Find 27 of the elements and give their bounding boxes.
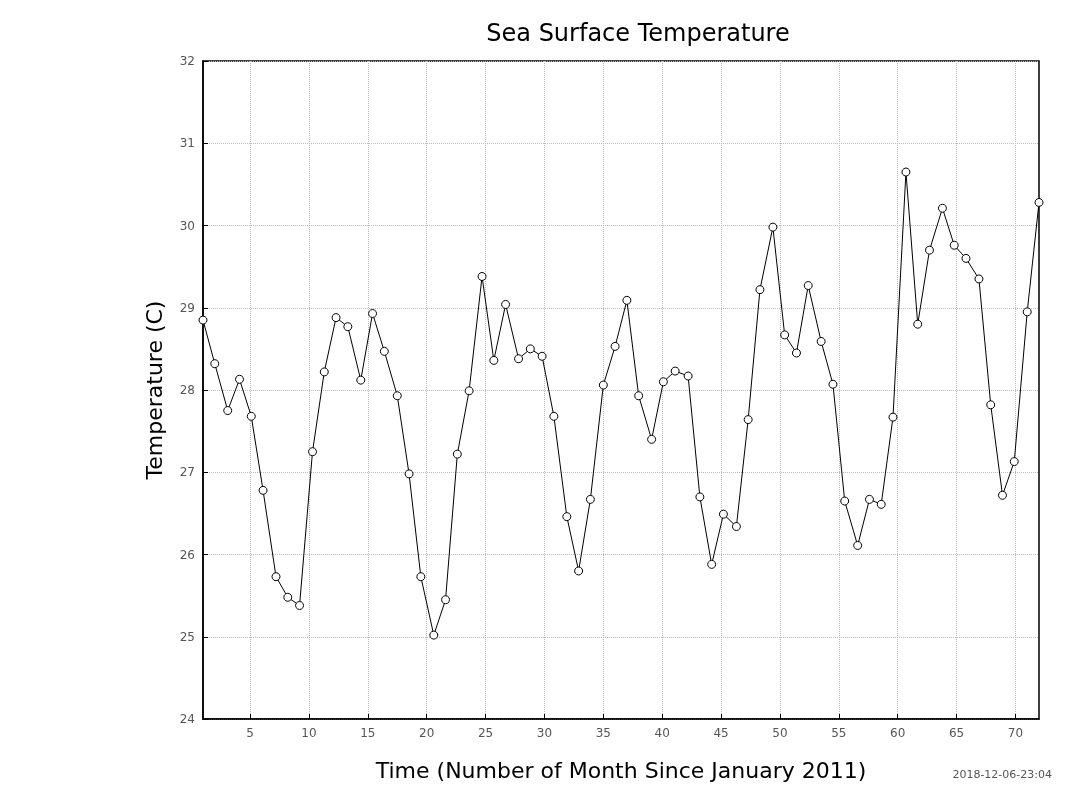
x-tick-label: 15 [360, 726, 376, 740]
y-tick-label: 28 [179, 383, 195, 397]
y-tick-label: 25 [179, 629, 195, 644]
y-tick-label: 26 [179, 547, 195, 562]
text: 2018-12-06-23:04 [952, 768, 1053, 781]
x-tick-label: 50 [772, 726, 788, 740]
x-tick-label: 70 [1007, 726, 1024, 740]
x-tick-label: 55 [831, 726, 847, 740]
x-tick-label: 25 [477, 726, 494, 740]
y-tick-label: 27 [179, 465, 195, 480]
x-tick-label: 35 [595, 726, 611, 740]
x-axis-title: Time (Number of Month Since January 2011) [374, 757, 867, 783]
y-tick-label: 30 [179, 218, 195, 233]
x-tick-label: 40 [654, 726, 670, 740]
x-tick-label: 60 [890, 726, 906, 740]
x-tick-label: 30 [536, 726, 553, 740]
x-tick-label: 45 [713, 726, 729, 740]
y-tick-label: 31 [179, 136, 195, 151]
y-tick-label: 24 [179, 712, 195, 726]
y-axis-title: Temperature (C) [141, 300, 167, 481]
y-tick-label: 29 [179, 300, 195, 315]
chart-title: Sea Surface Temperature [486, 19, 790, 47]
y-tick-label: 32 [179, 54, 195, 68]
x-tick-label: 20 [419, 726, 435, 740]
x-tick-label: 10 [301, 726, 317, 740]
x-tick-label: 65 [948, 726, 965, 740]
x-tick-label: 5 [246, 726, 254, 740]
